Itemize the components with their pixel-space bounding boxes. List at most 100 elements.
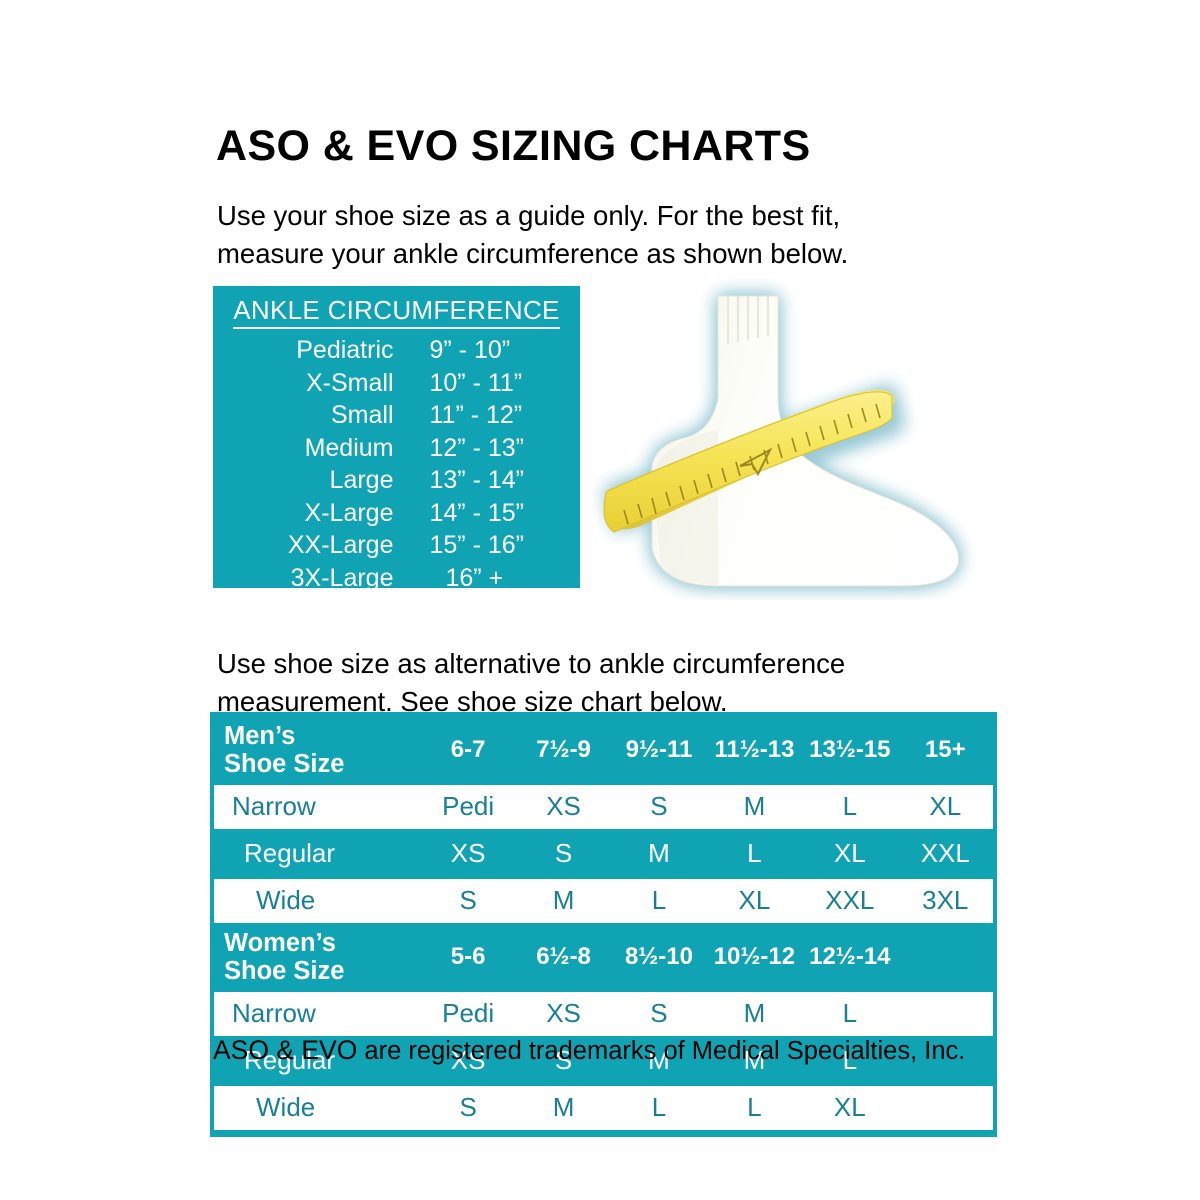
- size-cell: L: [802, 1039, 898, 1083]
- intro-paragraph: Use your shoe size as a guide only. For …: [217, 200, 849, 269]
- table-row: X-Small 10” - 11”: [213, 367, 580, 400]
- size-cell-empty: [897, 1086, 993, 1130]
- size-cell: S: [611, 992, 707, 1036]
- ankle-size-range: 10” - 11”: [429, 368, 523, 397]
- ankle-size-label: X-Large: [304, 498, 394, 527]
- ankle-chart-heading: ANKLE CIRCUMFERENCE: [213, 295, 580, 329]
- shoe-size-table: Men’s Shoe Size 6-7 7½-9 9½-11 11½-13 13…: [214, 716, 993, 1133]
- ankle-circumference-table: Pediatric 9” - 10” X-Small 10” - 11” Sma…: [213, 334, 580, 594]
- size-cell: XL: [802, 1086, 898, 1130]
- size-cell: M: [706, 785, 803, 829]
- trademark-footer: ASO & EVO are registered trademarks of M…: [213, 1035, 965, 1066]
- width-label: Regular: [214, 1039, 421, 1083]
- table-row: Small 11” - 12”: [213, 399, 580, 432]
- ankle-size-range: 13” - 14”: [429, 466, 524, 494]
- ankle-size-label: X-Small: [305, 368, 394, 397]
- size-cell: M: [706, 1039, 803, 1083]
- size-cell: Pedi: [420, 785, 516, 829]
- size-cell-empty: [897, 992, 993, 1036]
- table-row: Wide S M L XL XXL 3XL: [214, 879, 993, 923]
- table-row: Pediatric 9” - 10”: [213, 334, 580, 367]
- ankle-size-label: XX-Large: [287, 531, 394, 559]
- size-cell: M: [706, 992, 803, 1036]
- size-cell: L: [706, 1086, 803, 1130]
- table-row: Regular XS S M L XL XXL: [214, 832, 993, 876]
- size-cell: L: [706, 832, 803, 876]
- womens-size-header-empty: [897, 926, 993, 989]
- table-row: Narrow Pedi XS S M L XL: [214, 785, 993, 829]
- womens-size-header: 8½-10: [611, 926, 707, 989]
- table-row: Wide S M L L XL: [214, 1086, 993, 1130]
- size-cell: XS: [420, 1039, 516, 1083]
- ankle-size-label: Medium: [304, 433, 394, 462]
- table-row: Regular XS S M M L: [214, 1039, 993, 1083]
- womens-size-header: 10½-12: [706, 926, 803, 989]
- size-cell: L: [802, 785, 898, 829]
- size-cell: S: [420, 879, 516, 923]
- mens-header-line1: Men’s: [224, 722, 296, 750]
- mens-size-header: 9½-11: [611, 719, 707, 782]
- size-cell: XL: [802, 832, 898, 876]
- table-row: X-Large 14” - 15”: [213, 497, 580, 530]
- womens-size-header: 5-6: [420, 926, 516, 989]
- mens-size-header: 6-7: [420, 719, 516, 782]
- table-row: Medium 12” - 13”: [213, 432, 580, 465]
- womens-size-header: 12½-14: [802, 926, 898, 989]
- ankle-size-range: 11” - 12”: [429, 401, 523, 429]
- tape-tick-marks: [623, 403, 881, 525]
- ankle-size-range: 14” - 15”: [429, 498, 524, 527]
- size-cell: M: [611, 832, 707, 876]
- width-label: Narrow: [214, 785, 421, 829]
- mens-shoe-size-label: Men’s Shoe Size: [214, 719, 421, 782]
- womens-shoe-size-label: Women’s Shoe Size: [214, 926, 421, 989]
- foot-with-measuring-tape-illustration: [592, 278, 1002, 600]
- size-cell: S: [515, 832, 612, 876]
- mens-size-header: 15+: [897, 719, 993, 782]
- ankle-size-label: Pediatric: [296, 336, 394, 364]
- size-cell: L: [611, 1086, 707, 1130]
- size-cell: XS: [515, 992, 612, 1036]
- width-label: Wide: [214, 879, 421, 923]
- width-label: Wide: [214, 1086, 421, 1130]
- ankle-circumference-panel: ANKLE CIRCUMFERENCE Pediatric 9” - 10” X…: [213, 286, 580, 592]
- mens-header-line2: Shoe Size: [224, 750, 345, 778]
- size-cell: M: [515, 1086, 612, 1130]
- mens-size-header: 7½-9: [515, 719, 612, 782]
- size-cell: Pedi: [420, 992, 516, 1036]
- size-cell: XXL: [802, 879, 898, 923]
- table-row: 3X-Large 16” +: [213, 562, 580, 595]
- size-cell: S: [420, 1086, 516, 1130]
- size-cell: 3XL: [897, 879, 993, 923]
- ankle-size-range: 16” +: [445, 563, 504, 592]
- size-cell: S: [611, 785, 707, 829]
- ankle-size-range: 15” - 16”: [429, 531, 524, 559]
- size-cell: XL: [897, 785, 993, 829]
- womens-header-row: Women’s Shoe Size 5-6 6½-8 8½-10 10½-12 …: [214, 926, 993, 989]
- size-cell: L: [611, 879, 707, 923]
- ankle-chart-heading-text: ANKLE CIRCUMFERENCE: [233, 295, 560, 329]
- intro-paragraph-secondary: Use shoe size as alternative to ankle ci…: [217, 648, 846, 717]
- size-cell: M: [515, 879, 612, 923]
- ankle-size-label: Large: [329, 466, 394, 494]
- size-cell-empty: [897, 1039, 993, 1083]
- width-label: Narrow: [214, 992, 421, 1036]
- size-cell: L: [802, 992, 898, 1036]
- measuring-tape: [603, 389, 895, 533]
- trademark-text: are registered trademarks of Medical Spe…: [357, 1037, 966, 1065]
- size-cell: XXL: [897, 832, 993, 876]
- width-label: Regular: [214, 832, 421, 876]
- ankle-size-label: Small: [330, 401, 394, 429]
- tape-arrow-marker: [739, 447, 773, 477]
- ankle-size-label: 3X-Large: [290, 563, 394, 592]
- womens-header-line1: Women’s: [224, 929, 336, 957]
- mens-size-header: 11½-13: [706, 719, 803, 782]
- table-row: XX-Large 15” - 16”: [213, 529, 580, 562]
- size-cell: S: [515, 1039, 612, 1083]
- ankle-size-range: 12” - 13”: [429, 433, 524, 462]
- size-cell: XS: [420, 832, 516, 876]
- trademark-names: ASO & EVO: [213, 1035, 358, 1065]
- mens-size-header: 13½-15: [802, 719, 898, 782]
- table-row: Narrow Pedi XS S M L: [214, 992, 993, 1036]
- page-title: ASO & EVO SIZING CHARTS: [216, 122, 811, 170]
